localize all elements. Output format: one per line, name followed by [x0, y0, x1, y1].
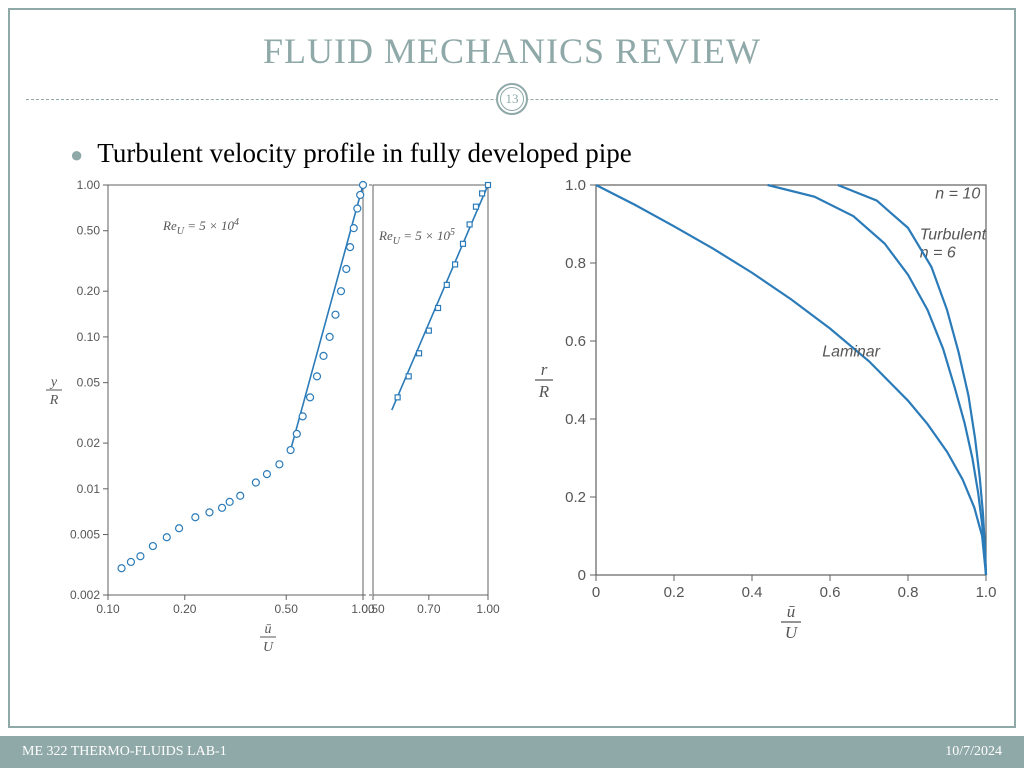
- svg-text:U: U: [263, 640, 274, 655]
- svg-text:0.6: 0.6: [565, 333, 586, 350]
- svg-text:n = 10: n = 10: [935, 186, 980, 203]
- svg-text:0.005: 0.005: [70, 528, 100, 542]
- svg-text:0.50: 0.50: [77, 224, 101, 238]
- divider-row: 13: [10, 82, 1014, 116]
- bullet-icon: ●: [70, 144, 83, 166]
- svg-text:ReU = 5 × 105: ReU = 5 × 105: [378, 227, 455, 247]
- svg-text:1.0: 1.0: [565, 177, 586, 194]
- svg-text:0.10: 0.10: [96, 602, 120, 616]
- svg-text:0.20: 0.20: [173, 602, 197, 616]
- page-number: 13: [500, 87, 524, 111]
- svg-text:ū: ū: [787, 602, 796, 621]
- svg-text:0.10: 0.10: [77, 330, 101, 344]
- svg-text:0.50: 0.50: [361, 602, 385, 616]
- svg-text:0: 0: [578, 567, 586, 584]
- svg-text:0.2: 0.2: [565, 489, 586, 506]
- svg-text:0.05: 0.05: [77, 376, 101, 390]
- svg-text:1.0: 1.0: [976, 584, 997, 601]
- svg-text:ū: ū: [265, 622, 272, 637]
- svg-text:0.2: 0.2: [664, 584, 685, 601]
- svg-text:0: 0: [592, 584, 600, 601]
- svg-text:U: U: [785, 623, 799, 642]
- left-chart: 0.002 0.005 0.01 0.02 0.05 0.10 0.20 0.50 1.00 0.…: [38, 175, 518, 645]
- footer-left: ME 322 THERMO-FLUIDS LAB-1: [22, 744, 227, 760]
- svg-text:y: y: [49, 375, 58, 390]
- svg-text:0.4: 0.4: [742, 584, 763, 601]
- svg-text:0.8: 0.8: [565, 255, 586, 272]
- svg-text:0.6: 0.6: [820, 584, 841, 601]
- svg-text:0.01: 0.01: [77, 482, 101, 496]
- svg-text:R: R: [49, 393, 59, 408]
- page-badge: 13: [496, 83, 528, 115]
- footer-right: 10/7/2024: [945, 744, 1002, 760]
- svg-text:1.00: 1.00: [77, 178, 101, 192]
- bullet-text: Turbulent velocity profile in fully deve…: [97, 138, 631, 169]
- svg-text:0.02: 0.02: [77, 436, 101, 450]
- svg-text:0.002: 0.002: [70, 588, 100, 602]
- svg-text:n = 6: n = 6: [920, 245, 956, 262]
- bullet-item: ● Turbulent velocity profile in fully de…: [70, 138, 974, 169]
- svg-text:ReU = 5 × 104: ReU = 5 × 104: [162, 217, 239, 237]
- svg-text:r: r: [541, 360, 548, 379]
- svg-text:0.4: 0.4: [565, 411, 586, 428]
- slide-title: FLUID MECHANICS REVIEW: [10, 10, 1014, 82]
- svg-text:Laminar: Laminar: [822, 344, 880, 361]
- footer-bar: ME 322 THERMO-FLUIDS LAB-1 10/7/2024: [0, 736, 1024, 768]
- svg-text:0.20: 0.20: [77, 284, 101, 298]
- right-chart: 0 0.2 0.4 0.6 0.8 1.0 0 0.2 0.4 0.6 0.8 1.0 rRūU Lami…: [526, 175, 1006, 645]
- svg-text:0.50: 0.50: [275, 602, 299, 616]
- svg-text:0.8: 0.8: [898, 584, 919, 601]
- svg-text:Turbulent: Turbulent: [920, 227, 987, 244]
- svg-text:1.00: 1.00: [476, 602, 500, 616]
- svg-text:R: R: [538, 382, 550, 401]
- svg-text:0.70: 0.70: [417, 602, 441, 616]
